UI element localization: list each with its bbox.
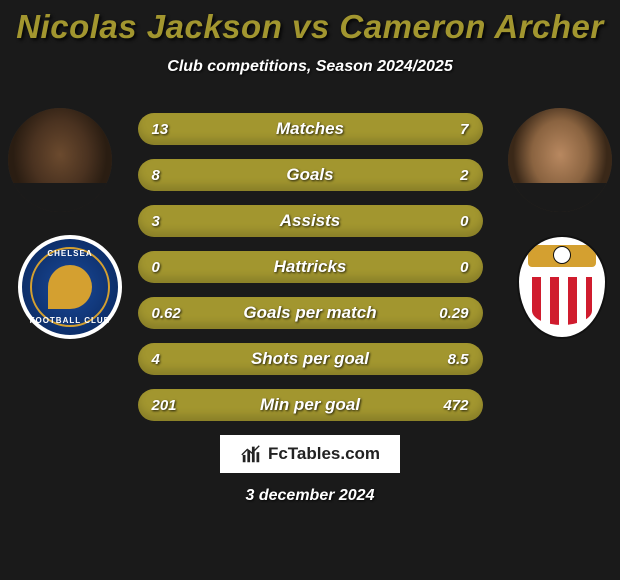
stat-value-left: 8: [152, 167, 202, 184]
stat-bar: 0 Hattricks 0: [138, 251, 483, 283]
stat-value-left: 4: [152, 351, 202, 368]
stat-row: 201 Min per goal 472: [138, 389, 483, 421]
comparison-subtitle: Club competitions, Season 2024/2025: [0, 58, 620, 76]
stat-row: 13 Matches 7: [138, 113, 483, 145]
stat-bar: 4 Shots per goal 8.5: [138, 343, 483, 375]
crest-left-text-top: CHELSEA: [22, 249, 118, 258]
comparison-body: CHELSEA FOOTBALL CLUB 13 Matches 7 8 Goals 2 3…: [0, 108, 620, 421]
player-left-face: [8, 108, 112, 212]
stat-value-right: 0: [419, 259, 469, 276]
southampton-crest-icon: [517, 235, 606, 339]
stat-label: Assists: [280, 211, 340, 231]
stat-bar: 3 Assists 0: [138, 205, 483, 237]
stat-value-left: 0.62: [152, 305, 202, 322]
branding-text: FcTables.com: [268, 444, 380, 464]
chelsea-crest-icon: CHELSEA FOOTBALL CLUB: [18, 235, 122, 339]
stat-value-right: 8.5: [419, 351, 469, 368]
branding-badge: FcTables.com: [220, 435, 400, 473]
stat-value-right: 2: [419, 167, 469, 184]
stat-label: Matches: [276, 119, 344, 139]
crest-left-text-bottom: FOOTBALL CLUB: [22, 316, 118, 325]
stat-value-right: 472: [419, 397, 469, 414]
bar-chart-icon: [240, 443, 262, 465]
stat-row: 0 Hattricks 0: [138, 251, 483, 283]
stat-bar: 8 Goals 2: [138, 159, 483, 191]
stat-value-left: 0: [152, 259, 202, 276]
stat-value-left: 13: [152, 121, 202, 138]
stat-row: 8 Goals 2: [138, 159, 483, 191]
stat-bar: 13 Matches 7: [138, 113, 483, 145]
stat-label: Goals: [286, 165, 333, 185]
football-icon: [553, 246, 571, 264]
stat-bar: 0.62 Goals per match 0.29: [138, 297, 483, 329]
stat-bars: 13 Matches 7 8 Goals 2 3 Assists 0 0 Hattricks 0 0.6…: [138, 108, 483, 421]
stat-value-right: 0.29: [419, 305, 469, 322]
stat-bar: 201 Min per goal 472: [138, 389, 483, 421]
player-right-avatar: [508, 108, 612, 212]
stat-label: Hattricks: [274, 257, 347, 277]
stat-row: 0.62 Goals per match 0.29: [138, 297, 483, 329]
player-right-face: [508, 108, 612, 212]
stat-value-left: 201: [152, 397, 202, 414]
club-left-crest: CHELSEA FOOTBALL CLUB: [18, 235, 122, 339]
player-left-avatar: [8, 108, 112, 212]
stat-label: Goals per match: [243, 303, 376, 323]
stat-row: 3 Assists 0: [138, 205, 483, 237]
stat-label: Shots per goal: [251, 349, 369, 369]
stat-value-right: 0: [419, 213, 469, 230]
stat-label: Min per goal: [260, 395, 360, 415]
comparison-title: Nicolas Jackson vs Cameron Archer: [0, 0, 620, 46]
comparison-date: 3 december 2024: [0, 487, 620, 505]
stat-value-left: 3: [152, 213, 202, 230]
stat-value-right: 7: [419, 121, 469, 138]
stat-row: 4 Shots per goal 8.5: [138, 343, 483, 375]
club-right-crest: [510, 235, 614, 339]
saints-stripes-icon: [532, 277, 592, 325]
